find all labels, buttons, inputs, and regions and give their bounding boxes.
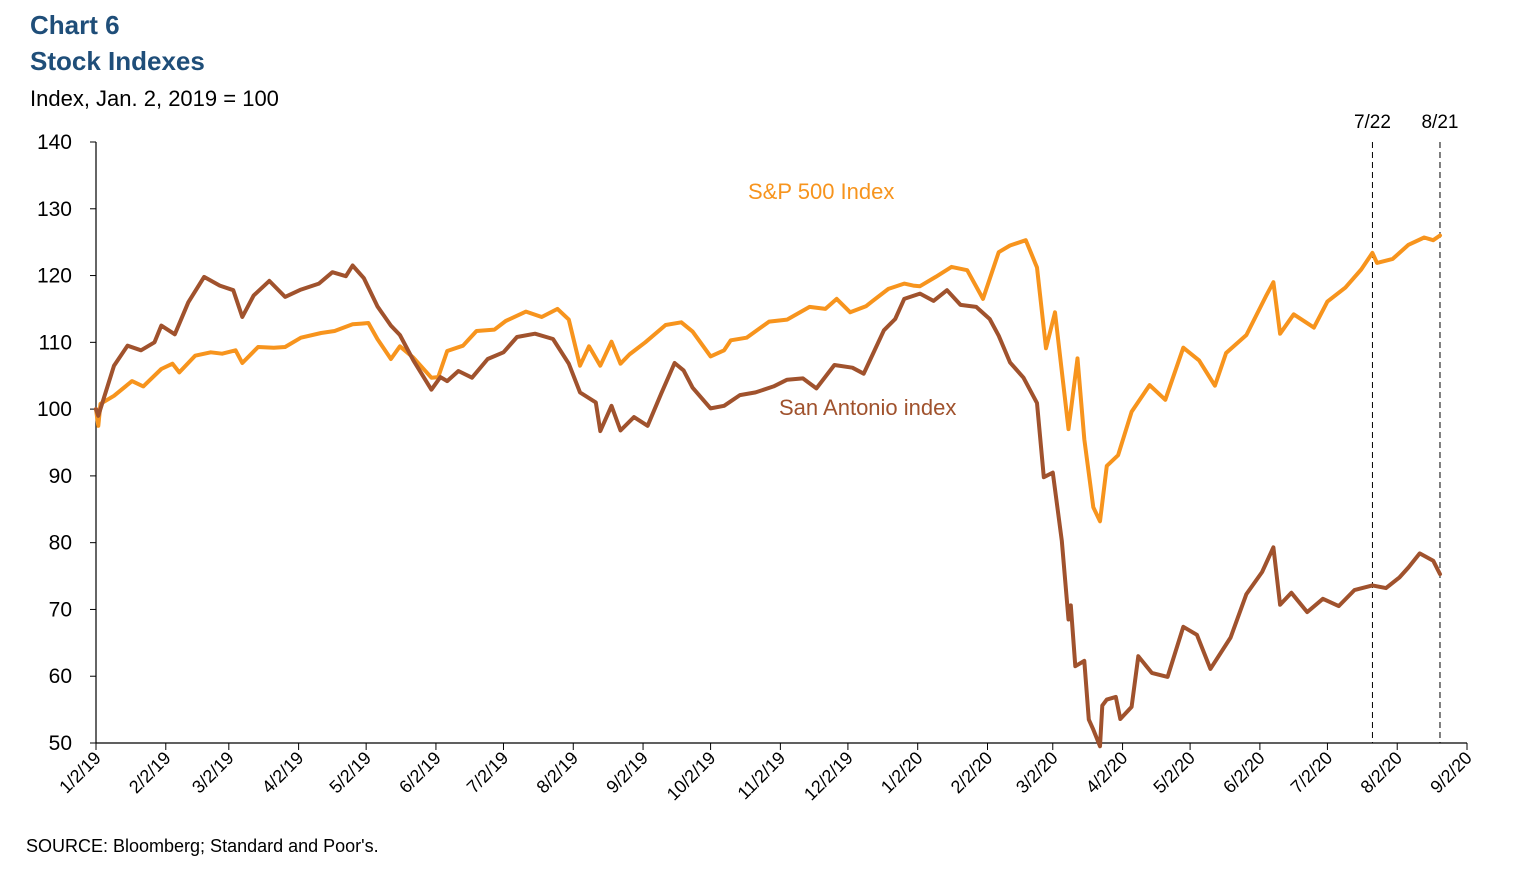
- x-tick-label: 9/2/20: [1426, 748, 1476, 798]
- x-tick-label: 7/2/19: [463, 748, 513, 798]
- x-tick-label: 6/2/20: [1219, 748, 1269, 798]
- x-tick-label: 1/2/19: [55, 748, 105, 798]
- y-tick-label: 120: [37, 265, 72, 288]
- reference-line-label: 8/21: [1421, 112, 1458, 133]
- x-tick-label: 2/2/20: [947, 748, 997, 798]
- x-tick-label: 5/2/20: [1149, 748, 1199, 798]
- x-tick-label: 3/2/20: [1012, 748, 1062, 798]
- x-tick-label: 7/2/20: [1287, 748, 1337, 798]
- x-tick-label: 5/2/19: [325, 748, 375, 798]
- y-tick-label: 70: [49, 598, 72, 621]
- chart-title: Stock Indexes: [30, 46, 205, 76]
- x-tick-label: 4/2/19: [258, 748, 308, 798]
- x-tick-label: 2/2/19: [125, 748, 175, 798]
- y-tick-label: 80: [49, 532, 72, 555]
- source-note: SOURCE: Bloomberg; Standard and Poor's.: [26, 836, 379, 856]
- sp500-series-label: S&P 500 Index: [748, 179, 894, 204]
- x-tick-label: 8/2/20: [1357, 748, 1407, 798]
- sp500-series-line: [94, 233, 1442, 524]
- x-tick-label: 1/2/20: [877, 748, 927, 798]
- x-tick-label: 9/2/19: [602, 748, 652, 798]
- x-tick-label: 12/2/19: [800, 748, 857, 805]
- chart-subtitle: Index, Jan. 2, 2019 = 100: [30, 86, 279, 111]
- y-tick-label: 110: [39, 331, 72, 354]
- reference-line-label: 7/22: [1354, 112, 1391, 133]
- san-antonio-series-line: [94, 263, 1442, 749]
- y-tick-label: 50: [49, 732, 72, 755]
- x-tick-label: 11/2/19: [734, 748, 790, 804]
- x-tick-label: 10/2/19: [663, 748, 720, 805]
- chart-number: Chart 6: [30, 10, 120, 40]
- x-tick-label: 4/2/20: [1082, 748, 1132, 798]
- x-tick-label: 8/2/19: [533, 748, 583, 798]
- y-tick-label: 60: [49, 665, 72, 688]
- y-tick-label: 130: [37, 198, 72, 221]
- x-tick-label: 3/2/19: [188, 748, 238, 798]
- x-tick-label: 6/2/19: [395, 748, 445, 798]
- y-tick-label: 140: [37, 131, 72, 154]
- y-tick-label: 90: [49, 465, 72, 488]
- y-tick-label: 100: [37, 398, 72, 421]
- san-antonio-series-label: San Antonio index: [779, 395, 956, 420]
